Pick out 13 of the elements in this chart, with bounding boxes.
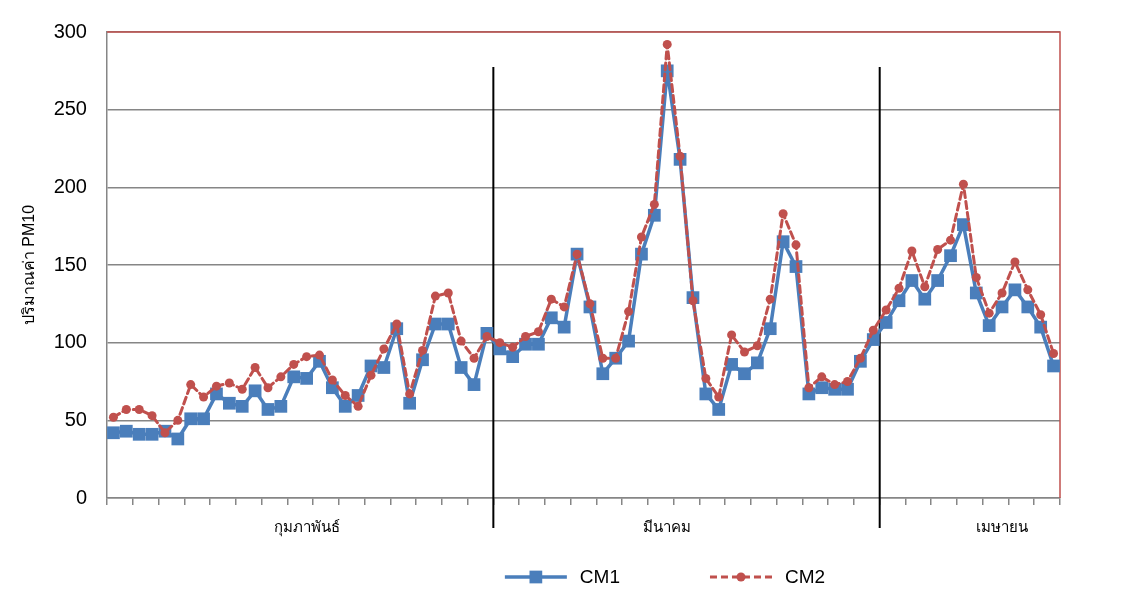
y-axis-title: ปริมาณค่า PM10 <box>20 204 38 326</box>
y-tick-label: 0 <box>75 485 87 508</box>
y-tick-label: 250 <box>53 97 87 120</box>
y-tick-label: 100 <box>53 330 87 353</box>
x-tick-label: กุมภาพันธ์ <box>273 518 340 538</box>
x-tick-label: เมษายน <box>976 518 1029 536</box>
y-tick-label: 300 <box>53 19 87 42</box>
x-tick-label: มีนาคม <box>643 518 692 536</box>
legend-label: CM1 <box>579 566 620 588</box>
y-tick-label: 200 <box>53 174 87 197</box>
y-tick-label: 150 <box>53 252 87 275</box>
y-tick-label: 50 <box>64 407 87 430</box>
legend-label: CM2 <box>784 566 826 588</box>
